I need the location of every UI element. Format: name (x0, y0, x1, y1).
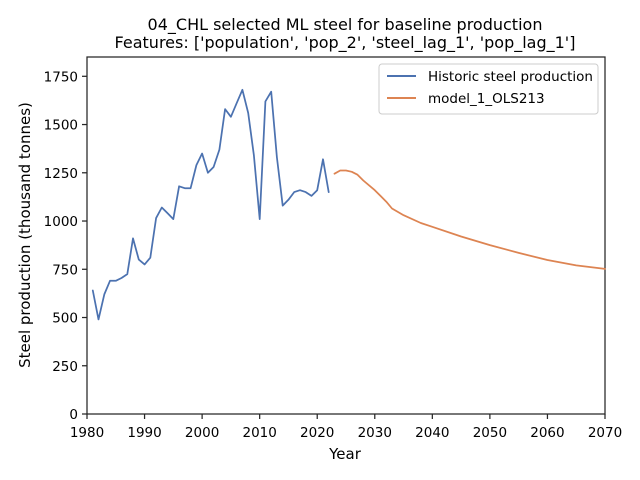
y-tick-label: 250 (52, 359, 78, 375)
y-axis-label: Steel production (thousand tonnes) (16, 102, 34, 368)
x-tick-label: 2020 (300, 425, 334, 441)
y-tick-label: 1500 (44, 118, 78, 134)
x-tick-label: 2050 (473, 425, 507, 441)
x-tick-label: 2040 (415, 425, 449, 441)
x-tick-label: 1990 (127, 425, 161, 441)
y-tick-label: 0 (69, 407, 78, 423)
x-tick-label: 2000 (185, 425, 219, 441)
legend: Historic steel production model_1_OLS213 (378, 63, 599, 115)
y-axis: 0 250 500 750 1000 1250 1500 1750 (44, 69, 87, 423)
series-line-0 (91, 88, 330, 321)
x-tick-label: 2070 (588, 425, 622, 441)
x-tick-label: 2010 (242, 425, 276, 441)
x-axis-label: Year (328, 445, 362, 463)
series-layer (91, 88, 606, 321)
y-tick-label: 1250 (44, 166, 78, 182)
y-tick-label: 1750 (44, 69, 78, 85)
y-tick-label: 1000 (44, 214, 78, 230)
x-axis: 1980 1990 2000 2010 2020 2030 2040 2050 2060 2070 (70, 414, 622, 441)
series-line-1 (333, 169, 606, 270)
plot-area (86, 56, 606, 415)
legend-label-historic: Historic steel production (428, 69, 593, 85)
y-tick-label: 500 (52, 311, 78, 327)
y-tick-label: 750 (52, 262, 78, 278)
legend-box (378, 63, 599, 115)
chart-subtitle: Features: ['population', 'pop_2', 'steel… (115, 33, 576, 53)
x-tick-label: 1980 (70, 425, 104, 441)
legend-label-model: model_1_OLS213 (428, 91, 545, 107)
x-tick-label: 2060 (530, 425, 564, 441)
chart-title: 04_CHL selected ML steel for baseline pr… (148, 15, 543, 35)
x-tick-label: 2030 (358, 425, 392, 441)
